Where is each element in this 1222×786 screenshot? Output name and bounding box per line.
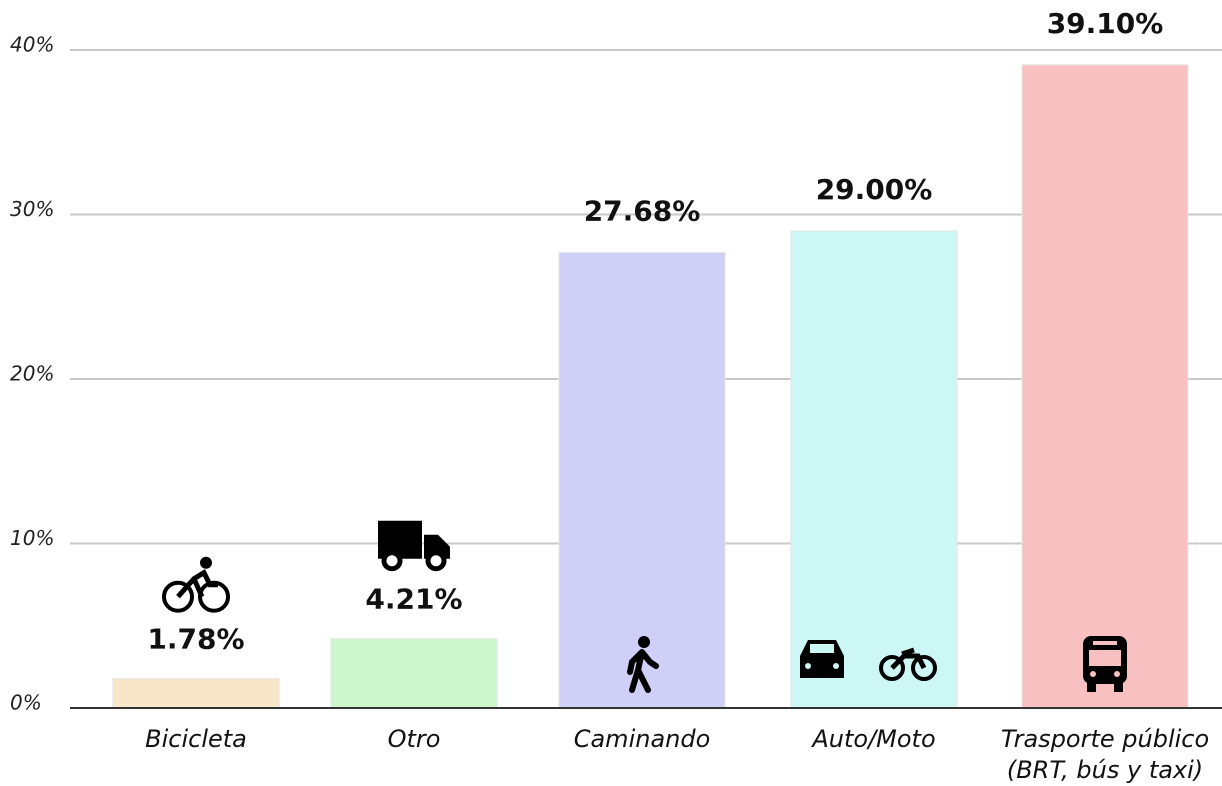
light bbox=[833, 663, 839, 669]
bar bbox=[330, 638, 498, 709]
light bbox=[805, 663, 811, 669]
x-tick-label: Otro bbox=[388, 725, 441, 753]
walker bbox=[627, 649, 659, 693]
truck bbox=[378, 520, 450, 559]
icon bbox=[800, 640, 937, 681]
x-tick-line: (BRT, bús y taxi) bbox=[1007, 756, 1203, 784]
light bbox=[1114, 671, 1120, 677]
x-tick-label: Caminando bbox=[574, 725, 711, 753]
y-tick-label: 30% bbox=[10, 197, 54, 221]
x-tick-label: Trasporte público (BRT, bús y taxi) bbox=[1001, 725, 1209, 784]
bar bbox=[112, 678, 280, 709]
y-tick-label: 20% bbox=[10, 362, 54, 386]
x-tick-line: Bicicleta bbox=[145, 725, 247, 753]
value-label: 29.00% bbox=[816, 173, 933, 206]
value-label: 1.78% bbox=[147, 623, 244, 656]
bar bbox=[1021, 64, 1189, 709]
sign bbox=[1093, 641, 1117, 645]
wheel bbox=[911, 655, 937, 681]
wheel bbox=[162, 580, 194, 613]
value-label: 27.68% bbox=[584, 195, 701, 228]
icon bbox=[162, 556, 230, 613]
wheel bbox=[879, 655, 905, 681]
x-tick-line: Trasporte público bbox=[1001, 725, 1209, 753]
leg bbox=[1114, 682, 1123, 692]
y-tick-label: 0% bbox=[10, 691, 42, 715]
icon bbox=[1083, 636, 1127, 692]
icon bbox=[627, 636, 659, 693]
x-tick-label: Auto/Moto bbox=[810, 725, 935, 753]
x-tick-line: Otro bbox=[388, 725, 441, 753]
window bbox=[1089, 650, 1121, 666]
y-tick-label: 10% bbox=[10, 526, 54, 550]
head bbox=[200, 556, 212, 569]
value-label: 39.10% bbox=[1047, 7, 1164, 40]
body bbox=[176, 569, 218, 599]
window bbox=[810, 644, 834, 653]
value-label: 4.21% bbox=[365, 583, 462, 616]
y-tick-label: 40% bbox=[10, 33, 54, 57]
x-tick-label: Bicicleta bbox=[145, 725, 247, 753]
leg bbox=[1087, 682, 1096, 692]
x-tick-line: Caminando bbox=[574, 725, 711, 753]
light bbox=[1090, 671, 1096, 677]
wheel bbox=[381, 550, 403, 572]
bar bbox=[790, 230, 958, 709]
icon bbox=[378, 520, 450, 572]
wheel bbox=[425, 550, 447, 572]
head bbox=[638, 636, 650, 648]
x-tick-line: Auto/Moto bbox=[810, 725, 935, 753]
moto bbox=[890, 647, 927, 670]
bar bbox=[558, 252, 726, 709]
